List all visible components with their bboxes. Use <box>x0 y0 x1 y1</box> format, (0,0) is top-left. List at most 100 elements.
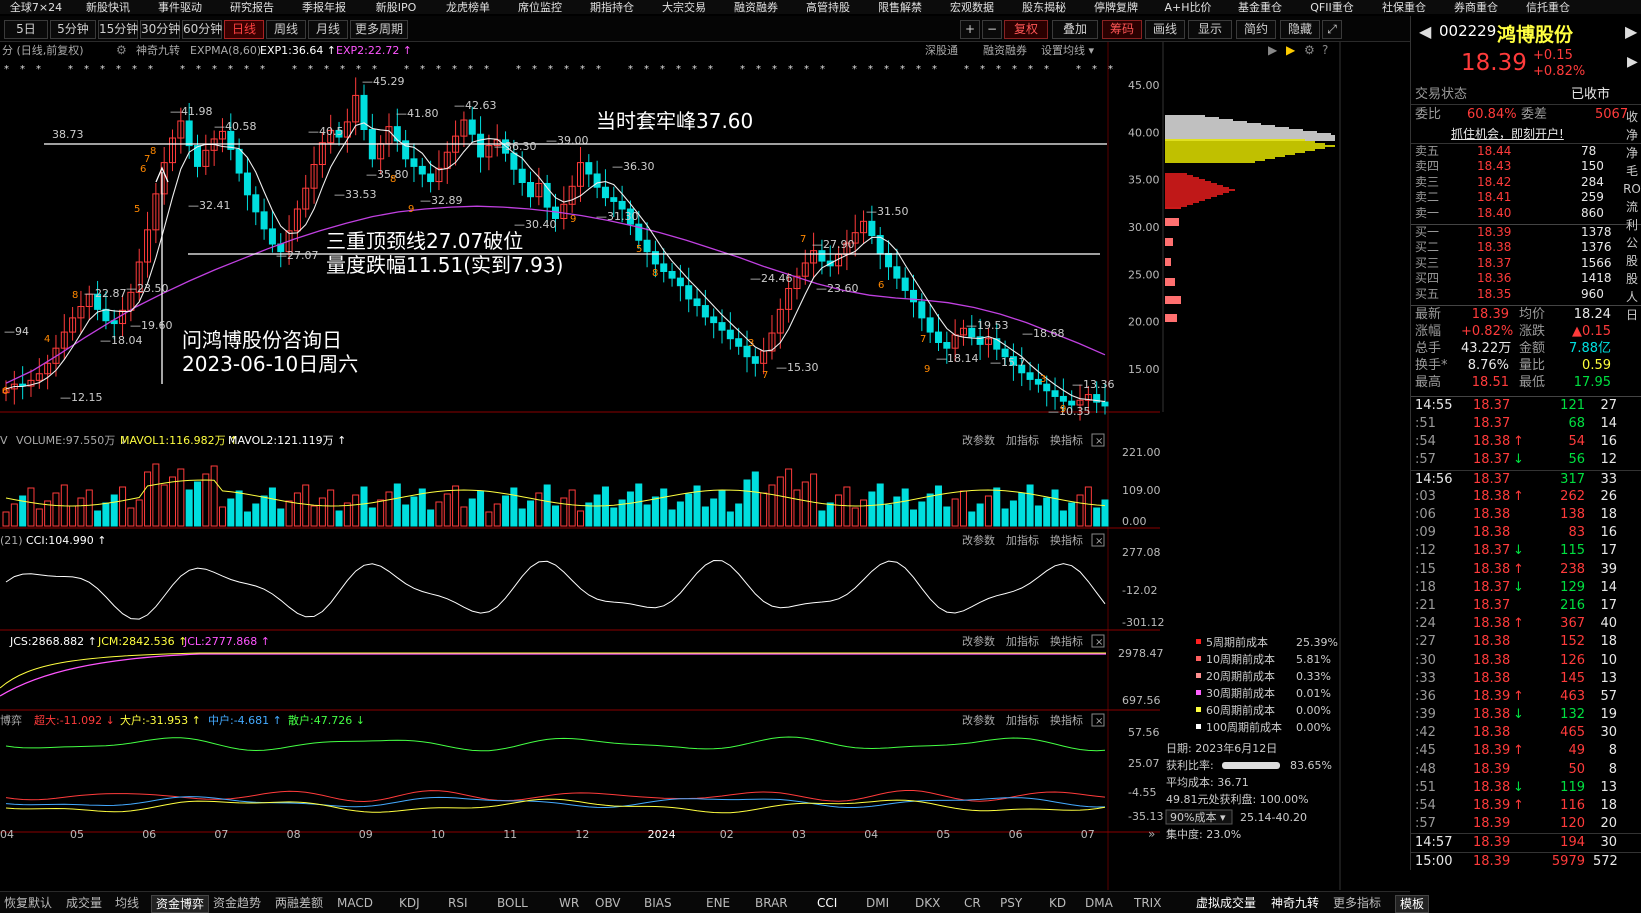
hide-button[interactable]: 隐藏 <box>1280 20 1320 39</box>
pane-action[interactable]: 加指标 <box>1006 713 1039 727</box>
draw-line-button[interactable]: 画线 <box>1145 20 1185 39</box>
top-menu-item[interactable]: 全球7×24 <box>9 1 63 14</box>
compact-button[interactable]: 简约 <box>1236 20 1276 39</box>
pane-action[interactable]: 改参数 <box>962 433 995 447</box>
pane-action[interactable]: 换指标 <box>1050 433 1083 447</box>
top-menu-item[interactable]: 事件驱动 <box>158 1 202 14</box>
pane-action[interactable]: 改参数 <box>962 713 995 727</box>
top-menu-item[interactable]: QFII重仓 <box>1310 1 1354 14</box>
top-menu-item[interactable]: 期指持仓 <box>590 1 634 14</box>
chip-button[interactable]: 筹码 <box>1102 20 1142 39</box>
indicator-tab[interactable]: 两融差额 <box>275 896 324 910</box>
indicator-tab[interactable]: 模板 <box>1395 895 1430 913</box>
top-menu-item[interactable]: 基金重仓 <box>1238 1 1282 14</box>
indicator-name[interactable]: 神奇九转 <box>136 43 180 57</box>
indicator-tab[interactable]: 恢复默认 <box>4 896 53 910</box>
indicator-tab[interactable]: RSI <box>448 896 468 910</box>
period-tab[interactable]: 周线 <box>266 20 306 39</box>
overlay-button[interactable]: 叠加 <box>1052 20 1098 39</box>
period-tab[interactable]: 30分钟 <box>140 20 180 39</box>
indicator-tab[interactable]: 更多指标 <box>1333 896 1382 910</box>
indicator-tab[interactable]: PSY <box>1000 896 1023 910</box>
indicator-tab[interactable]: MACD <box>337 896 373 910</box>
cost-select[interactable] <box>1165 809 1233 825</box>
period-tab[interactable]: 月线 <box>308 20 348 39</box>
indicator-tab[interactable]: 资金博弈 <box>151 895 210 913</box>
top-menu-item[interactable]: 季报年报 <box>302 1 346 14</box>
top-menu-item[interactable]: 新股IPO <box>375 1 417 14</box>
fuquan-button[interactable]: 复权 <box>1004 20 1048 39</box>
period-tab[interactable]: 日线 <box>224 20 264 39</box>
period-tab[interactable]: 60分钟 <box>182 20 222 39</box>
indicator-tab[interactable]: DMA <box>1085 896 1113 910</box>
indicator-tab[interactable]: TRIX <box>1134 896 1162 910</box>
chart-link[interactable]: 设置均线 ▾ <box>1041 43 1094 57</box>
top-menu-item[interactable]: 限售解禁 <box>878 1 922 14</box>
indicator-tab[interactable]: ENE <box>706 896 731 910</box>
pane-action[interactable]: 改参数 <box>962 533 995 547</box>
pane-action[interactable]: 换指标 <box>1050 533 1083 547</box>
period-tab[interactable]: 5分钟 <box>50 20 96 39</box>
close-icon[interactable] <box>1091 533 1105 547</box>
indicator-tab[interactable]: BIAS <box>644 896 672 910</box>
top-menu-item[interactable]: 停牌复牌 <box>1094 1 1138 14</box>
price-label: —23.50 <box>126 282 169 295</box>
scroll-right-icon[interactable]: » <box>1148 827 1155 841</box>
period-tab[interactable]: 更多周期 <box>350 20 408 39</box>
more-arrow-icon[interactable]: ▶ <box>1627 54 1638 70</box>
top-menu-item[interactable]: 宏观数据 <box>950 1 994 14</box>
indicator-tab[interactable]: KDJ <box>399 896 420 910</box>
top-menu-item[interactable]: A+H比价 <box>1164 1 1212 14</box>
fullscreen-icon[interactable]: ⤢ <box>1322 20 1342 39</box>
top-menu-item[interactable]: 券商重仓 <box>1454 1 1498 14</box>
open-account-link[interactable]: 抓住机会，即刻开户! <box>1451 127 1564 141</box>
indicator-tab[interactable]: WR <box>559 896 580 910</box>
back-arrow-icon[interactable]: ◀ <box>1419 22 1432 41</box>
indicator-tab[interactable]: BRAR <box>755 896 788 910</box>
top-menu-item[interactable]: 新股快讯 <box>86 1 130 14</box>
indicator-tab[interactable]: DKX <box>915 896 941 910</box>
play-icon[interactable]: ▶ <box>1268 43 1278 57</box>
indicator-tab[interactable]: 神奇九转 <box>1271 896 1320 910</box>
period-tab[interactable]: 15分钟 <box>98 20 138 39</box>
chart-link[interactable]: 融资融券 <box>983 43 1027 57</box>
indicator-tab[interactable]: KD <box>1049 896 1067 910</box>
period-tab[interactable]: 5日 <box>4 20 48 39</box>
indicator-tab[interactable]: CR <box>964 896 981 910</box>
gear-icon[interactable]: ⚙ <box>116 43 127 57</box>
indicator-tab[interactable]: OBV <box>595 896 621 910</box>
top-menu-item[interactable]: 融资融券 <box>734 1 778 14</box>
pane-action[interactable]: 加指标 <box>1006 433 1039 447</box>
cursor-icon[interactable]: ▶ <box>1286 43 1296 57</box>
forward-arrow-icon[interactable]: ▶ <box>1625 22 1638 41</box>
pane-action[interactable]: 加指标 <box>1006 533 1039 547</box>
top-menu-item[interactable]: 高管持股 <box>806 1 850 14</box>
pane-action[interactable]: 改参数 <box>962 634 995 648</box>
top-menu-item[interactable]: 社保重仓 <box>1382 1 1426 14</box>
close-icon[interactable] <box>1091 634 1105 648</box>
top-menu-item[interactable]: 席位监控 <box>518 1 562 14</box>
indicator-tab[interactable]: BOLL <box>497 896 528 910</box>
chart-link[interactable]: 深股通 <box>925 44 958 57</box>
close-icon[interactable] <box>1091 433 1105 447</box>
zoom-in-button[interactable]: + <box>960 20 980 39</box>
top-menu-item[interactable]: 大宗交易 <box>662 1 706 14</box>
top-menu-item[interactable]: 股东揭秘 <box>1022 1 1066 14</box>
indicator-tab[interactable]: 均线 <box>115 896 140 910</box>
indicator-tab[interactable]: DMI <box>866 896 890 910</box>
top-menu-item[interactable]: 龙虎榜单 <box>446 1 490 14</box>
close-icon[interactable] <box>1091 713 1105 727</box>
indicator-tab[interactable]: 虚拟成交量 <box>1196 896 1257 910</box>
display-button[interactable]: 显示 <box>1188 20 1232 39</box>
help-icon[interactable]: ? <box>1322 43 1328 57</box>
indicator-tab[interactable]: 成交量 <box>66 896 103 910</box>
chart-settings-icon[interactable]: ⚙ <box>1304 43 1315 57</box>
top-menu-item[interactable]: 信托重仓 <box>1526 1 1570 14</box>
pane-action[interactable]: 换指标 <box>1050 713 1083 727</box>
zoom-out-button[interactable]: − <box>982 20 1002 39</box>
pane-action[interactable]: 换指标 <box>1050 634 1083 648</box>
pane-action[interactable]: 加指标 <box>1006 634 1039 648</box>
top-menu-item[interactable]: 研究报告 <box>230 1 274 14</box>
indicator-tab[interactable]: CCI <box>817 896 838 910</box>
indicator-tab[interactable]: 资金趋势 <box>213 896 262 910</box>
